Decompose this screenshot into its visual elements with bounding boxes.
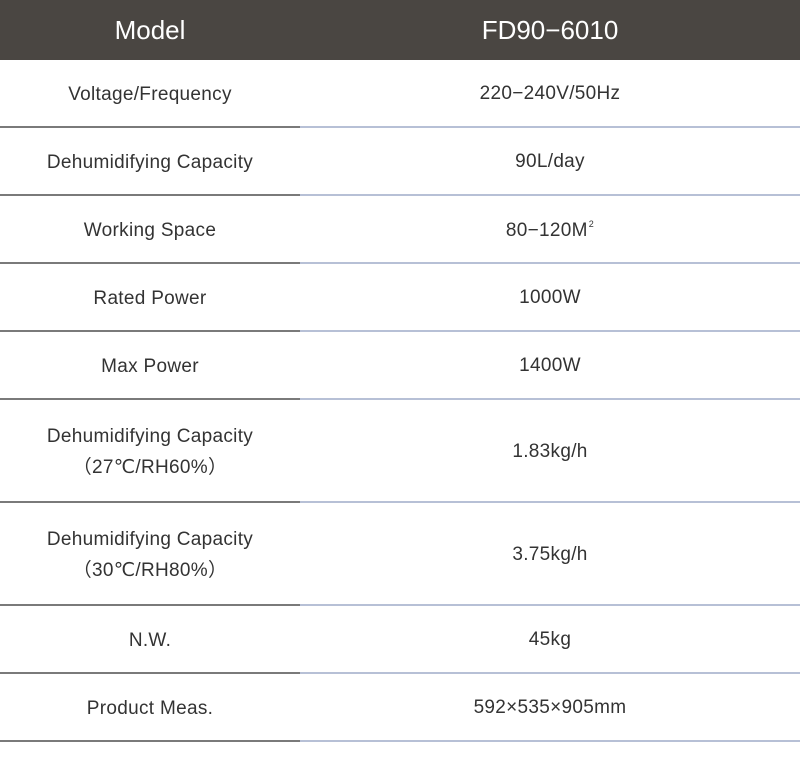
row-label: Max Power xyxy=(101,355,199,377)
table-header: Model FD90−6010 xyxy=(0,0,800,60)
row-value: 220−240V/50Hz xyxy=(479,83,621,104)
row-label-line2: （30℃/RH80%） xyxy=(72,559,228,581)
row-value: 45kg xyxy=(528,629,572,650)
row-label: Voltage/Frequency xyxy=(68,83,232,105)
row-label: Working Space xyxy=(83,219,217,241)
row-value: 1400W xyxy=(519,355,581,376)
row-voltage-frequency: Voltage/Frequency 220−240V/50Hz xyxy=(0,60,800,128)
row-label: Dehumidifying Capacity （27℃/RH60%） xyxy=(0,421,300,483)
row-rated-power: Rated Power 1000W xyxy=(0,264,800,332)
row-value: 80−120M2 xyxy=(300,219,800,242)
row-dehumidifying-capacity: Dehumidifying Capacity 90L/day xyxy=(0,128,800,196)
row-net-weight: N.W. 45kg xyxy=(0,606,800,674)
row-dehumidifying-capacity-30c: Dehumidifying Capacity （30℃/RH80%） 3.75k… xyxy=(0,503,800,606)
row-label-line1: Dehumidifying Capacity xyxy=(46,528,254,550)
row-max-power: Max Power 1400W xyxy=(0,332,800,400)
row-label-line1: Dehumidifying Capacity xyxy=(46,425,254,447)
row-label: N.W. xyxy=(128,629,172,651)
row-label: Dehumidifying Capacity （30℃/RH80%） xyxy=(0,524,300,586)
row-value: 1.83kg/h xyxy=(512,440,588,462)
row-working-space: Working Space 80−120M2 xyxy=(0,196,800,264)
row-label: Rated Power xyxy=(93,287,207,309)
spec-table: Model FD90−6010 Voltage/Frequency 220−24… xyxy=(0,0,800,742)
row-value: 90L/day xyxy=(515,151,585,172)
header-model-label: Model xyxy=(114,14,186,45)
header-model-value: FD90−6010 xyxy=(481,14,619,45)
row-label: Dehumidifying Capacity xyxy=(46,151,254,173)
superscript: 2 xyxy=(588,218,595,229)
row-label-line2: （27℃/RH60%） xyxy=(72,456,228,478)
row-value: 592×535×905mm xyxy=(473,697,627,718)
row-dehumidifying-capacity-27c: Dehumidifying Capacity （27℃/RH60%） 1.83k… xyxy=(0,400,800,503)
row-value-text: 80−120M xyxy=(505,219,588,241)
row-value: 1000W xyxy=(519,287,581,308)
row-label: Product Meas. xyxy=(86,697,214,719)
row-value: 3.75kg/h xyxy=(512,543,588,565)
row-product-measurements: Product Meas. 592×535×905mm xyxy=(0,674,800,742)
